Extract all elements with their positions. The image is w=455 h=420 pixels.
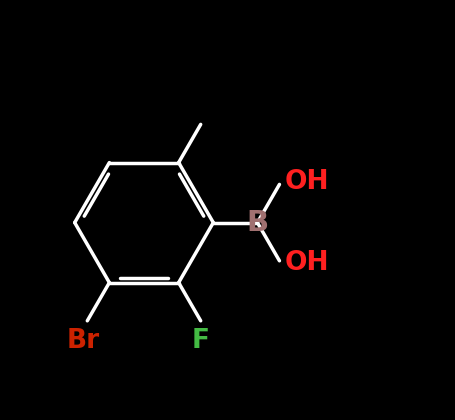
Text: B: B bbox=[246, 209, 268, 236]
Text: OH: OH bbox=[284, 250, 328, 276]
Text: OH: OH bbox=[284, 169, 328, 195]
Text: F: F bbox=[191, 328, 209, 354]
Text: Br: Br bbox=[66, 328, 100, 354]
